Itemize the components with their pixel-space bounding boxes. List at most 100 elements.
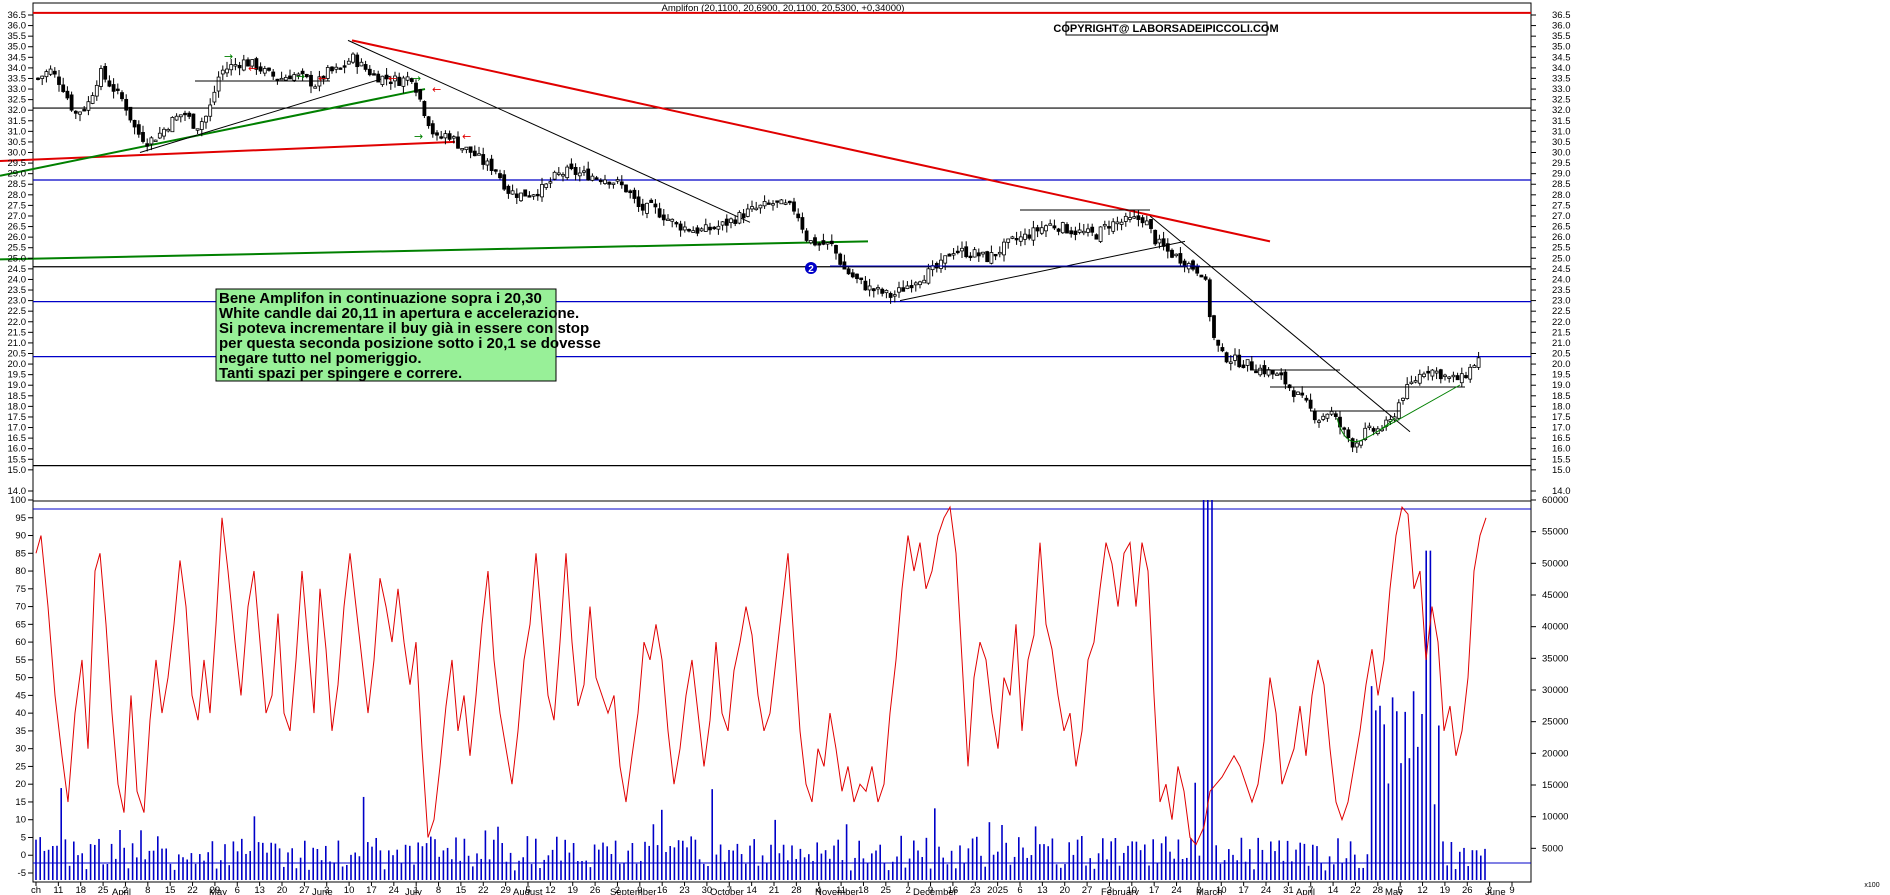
price-tick-label-left: 22.0 (8, 317, 27, 328)
candle-body-black (708, 226, 712, 231)
red-arrow-icon: ← (318, 72, 327, 85)
candle-body-white (745, 208, 750, 217)
price-tick-label: 30.5 (1552, 137, 1571, 148)
candle-body-black (1073, 230, 1078, 235)
candle-body-white (771, 203, 775, 206)
candle-body-black (372, 73, 376, 76)
candle-body-white (174, 115, 179, 121)
candle-body-white (603, 179, 607, 184)
price-tick-label-left: 34.0 (8, 63, 27, 74)
candle-body-white (825, 242, 830, 245)
price-tick-label-left: 18.0 (8, 401, 27, 412)
candle-body-white (44, 71, 49, 78)
candle-body-white (1430, 369, 1435, 377)
candle-body-white (380, 75, 385, 85)
candle-body-black (304, 74, 309, 78)
candle-body-white (670, 218, 675, 222)
x-day-label: 25 (881, 885, 892, 895)
candle-body-white (1077, 229, 1082, 233)
candle-body-white (1296, 391, 1300, 395)
oscillator-tick-label: 60 (15, 637, 26, 648)
candle-body-white (590, 175, 595, 181)
x-day-label: 2 (123, 885, 128, 895)
candle-body-black (1199, 274, 1204, 278)
x-month-label: April (112, 887, 131, 895)
candle-body-black (414, 82, 418, 93)
candle-body-white (552, 171, 557, 180)
x-day-label: 28 (791, 885, 802, 895)
candle-body-black (300, 70, 305, 75)
candle-body-white (1413, 380, 1418, 383)
red-arrow-icon: ← (248, 62, 257, 75)
candle-body-white (1434, 370, 1439, 374)
candle-body-white (464, 146, 469, 150)
x-month-label: October (710, 887, 744, 895)
candle-body-white (250, 59, 255, 67)
candle-body-black (1300, 392, 1305, 396)
candle-body-black (254, 58, 259, 70)
candle-body-white (808, 240, 813, 244)
candle-body-black (821, 240, 826, 245)
candle-body-black (880, 288, 885, 294)
candle-body-white (477, 153, 481, 156)
candle-body-black (1371, 428, 1376, 432)
candle-body-black (493, 169, 498, 172)
x-day-label: 17 (1238, 885, 1249, 895)
candle-body-white (939, 259, 943, 269)
volume-unit-label: x100 (1864, 882, 1879, 889)
trendline (0, 140, 456, 162)
x-day-label: 18 (75, 885, 86, 895)
price-tick-label-left: 36.0 (8, 21, 27, 32)
candle-body-black (1312, 410, 1317, 421)
x-day-label: 14 (1328, 885, 1339, 895)
candle-body-black (628, 190, 633, 194)
note-line: per questa seconda posizione sotto i 20,… (219, 335, 601, 352)
price-tick-label: 18.0 (1552, 401, 1571, 412)
candle-body-black (120, 92, 124, 100)
candle-body-white (577, 172, 582, 177)
candle-body-black (1426, 370, 1431, 374)
candle-body-black (1056, 228, 1061, 232)
candle-body-white (1023, 233, 1027, 240)
analysis-note-text: Bene Amplifon in continuazione sopra i 2… (219, 290, 601, 382)
candle-body-white (1044, 225, 1048, 232)
candle-body-white (1111, 221, 1116, 232)
candle-body-black (1249, 361, 1254, 370)
candle-body-white (1422, 373, 1426, 377)
price-tick-label-left: 34.5 (8, 52, 27, 63)
x-day-label: 3 (1196, 885, 1201, 895)
x-day-label: 17 (366, 885, 377, 895)
candle-body-white (615, 179, 620, 182)
price-tick-label-left: 28.0 (8, 190, 27, 201)
candle-body-white (241, 59, 246, 71)
chart-annotations: → ← → ← ← → ← → ← 2 (195, 50, 1465, 443)
price-tick-label: 33.0 (1552, 84, 1571, 95)
candle-body-white (1451, 374, 1456, 378)
candle-body-white (918, 281, 922, 286)
candle-body-white (720, 221, 725, 226)
candle-body-black (1207, 279, 1212, 318)
candle-body-black (1220, 347, 1225, 352)
candle-body-white (1321, 415, 1326, 420)
candle-body-white (157, 132, 162, 139)
candle-body-white (1245, 359, 1250, 366)
volume-tick-label: 5000 (1542, 843, 1563, 854)
candle-body-black (183, 112, 187, 116)
candle-body-black (367, 68, 372, 76)
candle-body-black (787, 200, 792, 204)
price-tick-label-left: 21.0 (8, 338, 27, 349)
candle-body-white (876, 287, 880, 290)
oscillator-tick-label: 40 (15, 708, 26, 719)
candle-body-black (838, 253, 843, 265)
candle-body-white (153, 139, 158, 142)
x-day-label: 5 (1398, 885, 1403, 895)
candle-body-white (393, 75, 397, 82)
candle-body-black (792, 201, 796, 212)
note-line: White candle dai 20,11 in apertura e acc… (219, 305, 579, 322)
price-tick-label: 17.5 (1552, 412, 1571, 423)
x-month-label: September (610, 887, 656, 895)
price-tick-label-left: 20.0 (8, 359, 27, 370)
candle-body-black (855, 273, 859, 280)
candle-body-black (1065, 224, 1069, 234)
price-tick-label: 34.0 (1552, 63, 1571, 74)
